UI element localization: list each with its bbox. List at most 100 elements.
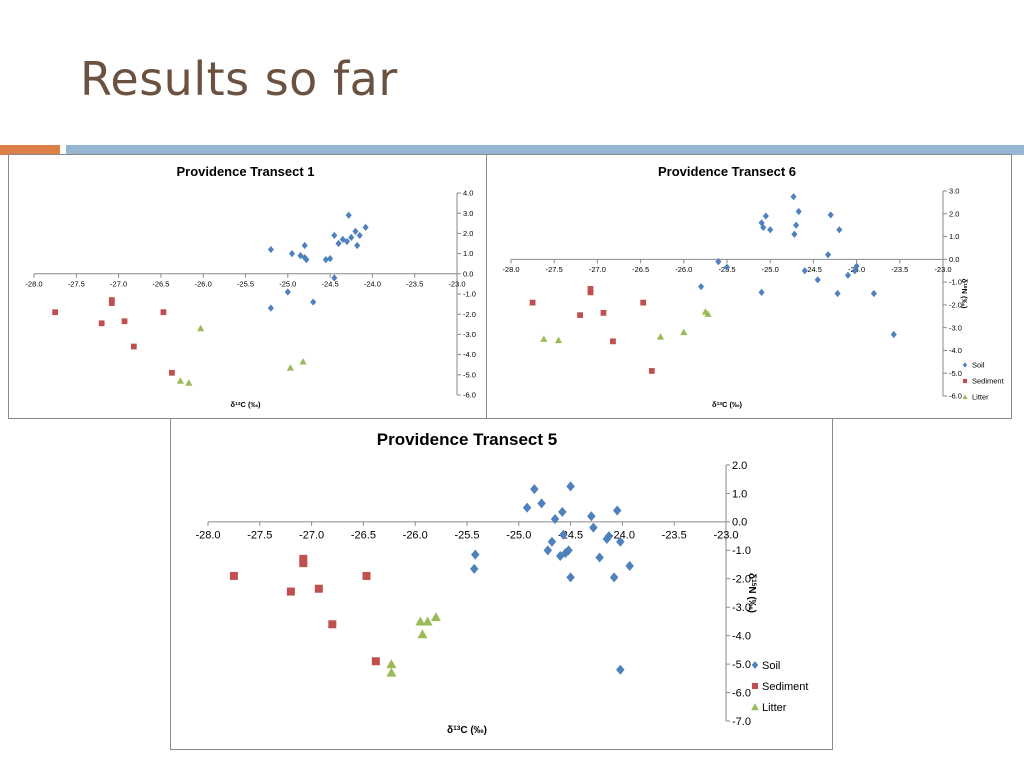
soil-point (267, 245, 274, 254)
y-tick-label: 1.0 (949, 232, 959, 241)
soil-point (558, 506, 567, 517)
x-tick-label: -26.0 (403, 530, 428, 542)
y-tick-label: 0.0 (463, 269, 473, 278)
legend-label-soil: Soil (762, 660, 780, 672)
soil-point (362, 223, 369, 231)
x-tick-label: -28.0 (195, 530, 220, 542)
soil-point (595, 552, 604, 563)
accent-bar-orange (0, 145, 60, 155)
x-tick-label: -23.0 (713, 530, 738, 542)
x-tick-label: -27.0 (110, 279, 127, 288)
y-tick-label: -3.0 (463, 330, 476, 339)
y-tick-label: 0.0 (949, 255, 959, 264)
litter-point (386, 667, 397, 677)
litter-point (430, 612, 441, 622)
chart-svg-1: Providence Transect 1 -28.0 -27.5 -27.0 -26.… (25, 164, 476, 409)
chart-transect-5: Providence Transect 5 -28.0 -27.5 -27.0 -26.… (170, 418, 833, 750)
y-tick-label: -2.0 (949, 301, 962, 310)
soil-point (758, 288, 765, 296)
legend-marker-litter (962, 394, 968, 400)
soil-point (331, 231, 338, 240)
soil-point (267, 304, 274, 312)
x-tick-label: -25.5 (454, 530, 479, 542)
y-tick-label: -5.0 (949, 369, 962, 378)
soil-point (604, 531, 614, 542)
litter-point (415, 616, 426, 626)
litter-point (704, 310, 712, 317)
y-tick-label: -7.0 (732, 716, 751, 728)
sediment-point (98, 320, 105, 327)
legend-label-litter: Litter (762, 702, 787, 714)
sediment-point (640, 299, 647, 306)
litter-point (185, 379, 193, 386)
y-tick-label: -6.0 (949, 392, 962, 401)
x-tick-label: -27.0 (589, 265, 606, 274)
soil-point (589, 522, 598, 533)
soil-point (612, 505, 622, 516)
x-tick-label: -24.0 (364, 279, 381, 288)
chart-title: Providence Transect 1 (176, 164, 314, 179)
soil-point (836, 226, 843, 234)
x-axis-label: δ13C (‰) (231, 400, 261, 409)
sediment-point (587, 286, 594, 292)
litter-point (540, 335, 548, 342)
soil-point (343, 237, 351, 246)
x-tick-label: -27.5 (546, 265, 563, 274)
y-tick-label: -1.0 (732, 545, 751, 557)
chart-transect-6: Providence Transect 6 -28.0 -27.5 -27.0 -26.… (486, 154, 1012, 419)
sediment-point (108, 300, 115, 306)
soil-point (284, 288, 291, 296)
x-tick-label: -26.5 (632, 265, 649, 274)
x-tick-label: -26.5 (351, 530, 376, 542)
x-tick-label: -27.5 (68, 279, 85, 288)
legend-label-sediment: Sediment (972, 377, 1005, 386)
soil-point (762, 212, 769, 220)
soil-point (566, 481, 575, 492)
x-tick-label: -26.5 (152, 279, 169, 288)
sediment-point (529, 299, 536, 306)
legend-label-soil: Soil (972, 361, 985, 370)
soil-point (566, 572, 575, 583)
sediment-point (371, 657, 380, 666)
x-axis-label: δ13C (‰) (712, 400, 742, 409)
litter-point (197, 324, 205, 332)
x-tick-label: -25.0 (279, 279, 296, 288)
y-tick-label: 0.0 (732, 517, 747, 529)
soil-point (470, 563, 479, 574)
legend-marker-sediment (962, 378, 968, 384)
y-axis-label: δ15N (‰) (746, 573, 758, 613)
x-tick-label: -26.0 (675, 265, 692, 274)
x-tick-label: -24.0 (610, 530, 635, 542)
y-tick-label: 4.0 (463, 189, 473, 198)
sediment-point (169, 369, 175, 376)
sediment-point (314, 584, 323, 593)
soil-point (561, 548, 570, 559)
y-tick-label: 3.0 (463, 209, 473, 218)
soil-point (530, 484, 539, 495)
litter-point (422, 616, 433, 626)
chart-svg-5: Providence Transect 5 -28.0 -27.5 -27.0 -26.… (195, 430, 808, 736)
y-tick-label: 1.0 (463, 249, 473, 258)
x-tick-label: -24.5 (805, 265, 822, 274)
soil-point (609, 572, 619, 583)
y-axis-label: δ15N (‰) (960, 279, 969, 309)
y-tick-label: -4.0 (463, 350, 476, 359)
soil-point (471, 549, 480, 560)
x-tick-label: -23.0 (934, 265, 951, 274)
y-tick-label: 1.0 (732, 488, 747, 500)
x-tick-label: -25.5 (237, 279, 254, 288)
sediment-point (328, 620, 337, 629)
soil-point (547, 536, 557, 547)
soil-point (870, 289, 877, 298)
y-tick-label: -3.0 (732, 602, 751, 614)
x-tick-label: -25.0 (762, 265, 779, 274)
soil-point (834, 289, 841, 298)
y-tick-label: -4.0 (949, 346, 962, 355)
slide-title: Results so far (80, 52, 398, 106)
sediment-point (587, 289, 594, 296)
soil-point (587, 511, 596, 522)
soil-point (522, 502, 532, 513)
soil-point (767, 226, 774, 234)
litter-point (299, 358, 307, 365)
sediment-point (299, 559, 308, 568)
